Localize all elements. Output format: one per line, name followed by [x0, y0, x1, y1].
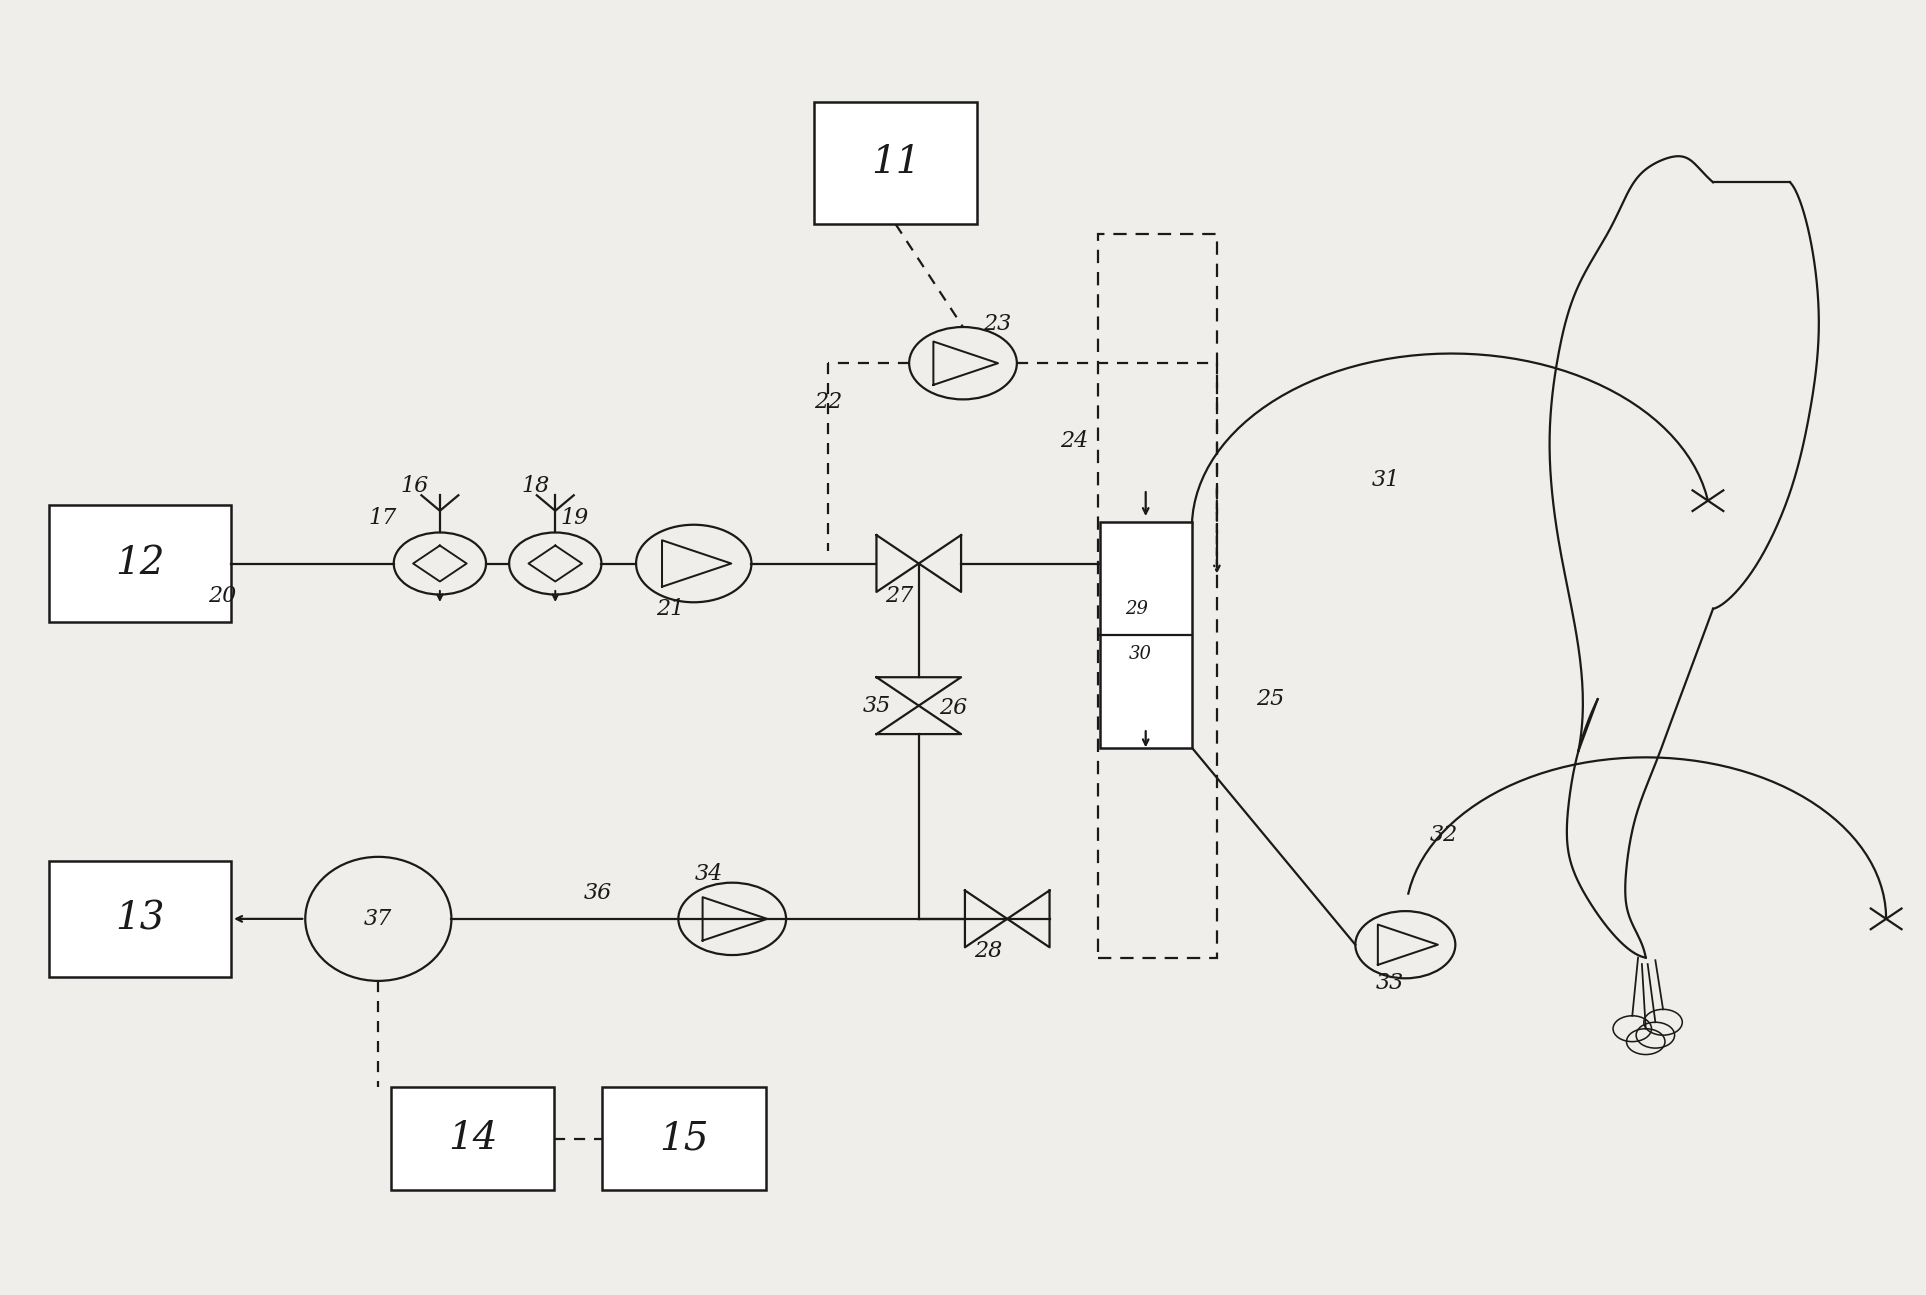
Text: 17: 17: [368, 508, 397, 530]
FancyBboxPatch shape: [48, 505, 231, 622]
Text: 22: 22: [815, 391, 842, 413]
Text: 35: 35: [863, 694, 890, 716]
Text: 26: 26: [940, 697, 967, 719]
Text: 32: 32: [1429, 824, 1458, 846]
Text: 12: 12: [116, 545, 164, 581]
Text: 14: 14: [449, 1120, 497, 1156]
Text: 31: 31: [1371, 469, 1400, 491]
Text: 13: 13: [116, 900, 164, 938]
Text: 18: 18: [522, 475, 551, 497]
Text: 23: 23: [984, 313, 1011, 335]
Text: 27: 27: [886, 585, 913, 607]
FancyBboxPatch shape: [603, 1087, 767, 1190]
FancyBboxPatch shape: [48, 861, 231, 976]
Text: 25: 25: [1256, 688, 1285, 710]
Text: 37: 37: [364, 908, 393, 930]
Text: 28: 28: [975, 940, 1002, 962]
Text: 19: 19: [560, 508, 589, 530]
Text: 20: 20: [208, 585, 237, 607]
Text: 24: 24: [1061, 430, 1088, 452]
Text: 11: 11: [871, 145, 921, 181]
Text: 34: 34: [695, 862, 724, 884]
Text: 15: 15: [659, 1120, 709, 1156]
Text: 33: 33: [1375, 973, 1404, 995]
FancyBboxPatch shape: [1100, 522, 1192, 747]
Text: 30: 30: [1129, 645, 1152, 663]
Text: 36: 36: [584, 882, 612, 904]
Text: 21: 21: [657, 598, 686, 620]
Text: 16: 16: [401, 475, 429, 497]
FancyBboxPatch shape: [815, 101, 976, 224]
FancyBboxPatch shape: [391, 1087, 555, 1190]
Text: 29: 29: [1125, 600, 1148, 618]
